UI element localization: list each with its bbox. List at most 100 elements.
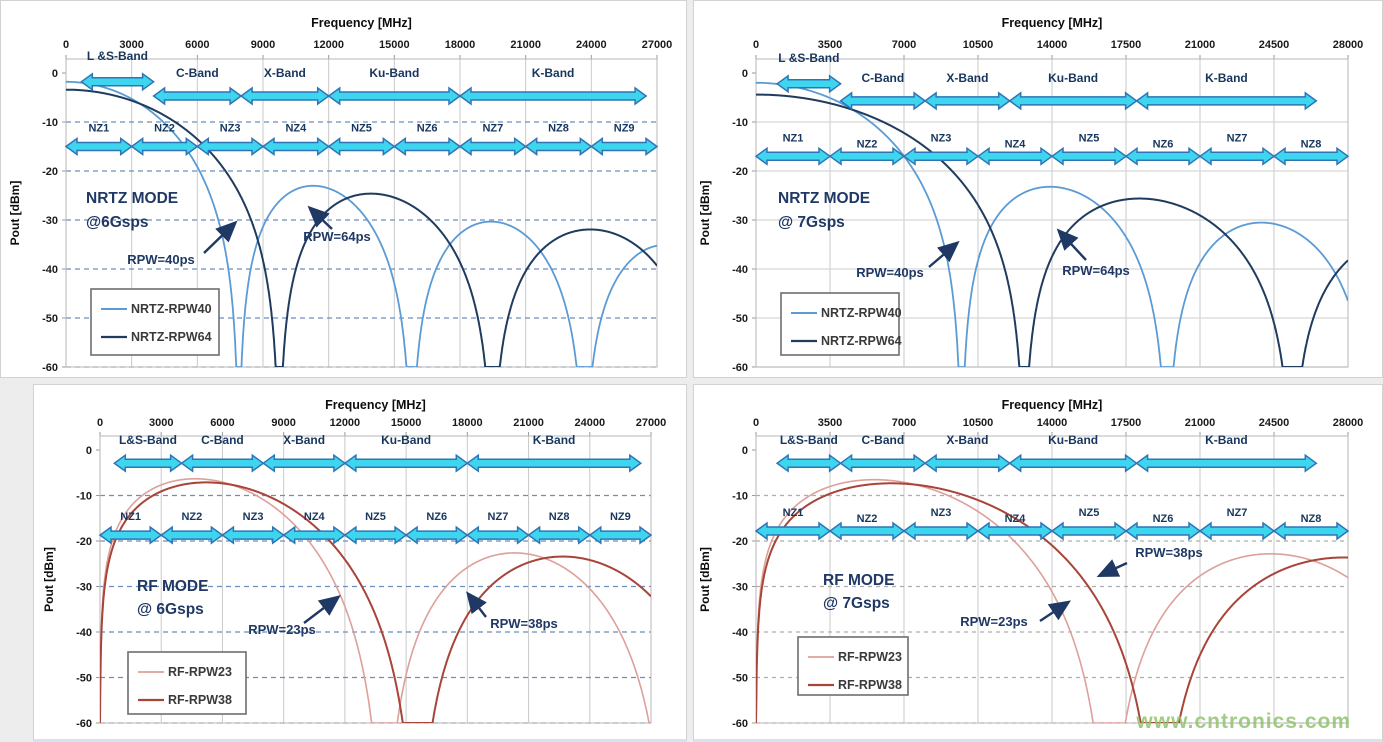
nz-arrow-nz3 (902, 521, 980, 541)
annotation-label: RPW=23ps (960, 614, 1028, 629)
band-label: L&S-Band (780, 433, 838, 447)
nz-label: NZ7 (1227, 507, 1248, 519)
chart-title: Frequency [MHz] (1002, 398, 1103, 412)
annotation-label: RPW=64ps (1062, 263, 1130, 278)
band-label: K-Band (1205, 433, 1248, 447)
nz-arrow-nz1 (754, 521, 832, 541)
x-tick-label: 6000 (185, 39, 209, 51)
chart-rf-7gsps: 0 3500 7000 10500 14000 17500 21000 24500 28000 0… (698, 398, 1364, 730)
y-tick-label: 0 (52, 68, 58, 80)
y-axis-label: Pout [dBm] (42, 547, 56, 612)
x-tick-label: 3000 (149, 417, 173, 429)
nz-arrow-nz1 (64, 137, 133, 156)
band-label: Ku-Band (1048, 433, 1098, 447)
band-label: L&S-Band (119, 433, 177, 447)
nz-label: NZ8 (549, 511, 570, 523)
chart-rf-6gsps: 0 3000 6000 9000 12000 15000 18000 21000 24000 27… (42, 398, 666, 730)
nz-label: NZ4 (1005, 513, 1027, 525)
legend-box (127, 651, 247, 715)
x-tick-label: 10500 (963, 417, 994, 429)
nz-label: NZ4 (1005, 138, 1027, 150)
band-arrow-x-band (239, 86, 330, 106)
nz-arrow-nz6 (1124, 521, 1202, 541)
bottom-row: 0 3000 6000 9000 12000 15000 18000 21000 24000 27… (0, 384, 1383, 742)
nz-label: NZ8 (548, 123, 569, 135)
nz-arrow-nz3 (902, 146, 980, 166)
y-tick-label: -10 (732, 117, 748, 129)
legend-label: NRTZ-RPW40 (821, 306, 902, 320)
nz-arrow-nz7 (1198, 521, 1276, 541)
band-arrow-l-s-band (113, 453, 183, 473)
series-path-nrtz-rpw40 (66, 80, 657, 367)
x-tick-label: 3000 (119, 39, 143, 51)
band-label: K-Band (532, 66, 575, 80)
series-path-rf-rpw38 (100, 481, 651, 723)
band-arrow-c-band (839, 91, 927, 111)
band-label: X-Band (264, 66, 306, 80)
x-tick-label: 12000 (313, 39, 344, 51)
x-tick-label: 28000 (1333, 417, 1364, 429)
chart-nrtz-6gsps: 0 3000 6000 9000 12000 15000 18000 21000 24000 27… (8, 16, 672, 374)
x-tick-label: 0 (97, 417, 103, 429)
x-tick-label: 7000 (892, 39, 916, 51)
y-tick-label: -30 (732, 582, 748, 594)
chart-title: Frequency [MHz] (311, 16, 412, 30)
nz-arrow-nz1 (754, 146, 832, 166)
annotation-arrow (307, 205, 333, 230)
nz-label: NZ6 (1153, 138, 1174, 150)
nz-arrow-nz5 (343, 525, 408, 545)
nz-arrow-nz2 (130, 137, 199, 156)
series-path-nrtz-rpw64 (756, 93, 1348, 367)
x-tick-label: 9000 (271, 417, 295, 429)
y-tick-label: -20 (732, 536, 748, 548)
annotation-label: RPW=38ps (1135, 545, 1203, 560)
nz-label: NZ2 (857, 513, 878, 525)
y-axis-label: Pout [dBm] (698, 547, 712, 612)
band-label: X-Band (946, 433, 988, 447)
y-tick-label: -30 (732, 215, 748, 227)
nz-arrow-nz9 (588, 525, 653, 545)
nz-label: NZ2 (154, 123, 175, 135)
y-tick-label: -60 (732, 718, 748, 730)
legend-label: NRTZ-RPW64 (131, 330, 212, 344)
annotation-arrow (1056, 228, 1087, 261)
annotation-arrow (1096, 559, 1128, 578)
y-tick-label: -10 (732, 491, 748, 503)
annotation-arrow (466, 591, 487, 618)
y-tick-label: -50 (42, 313, 58, 325)
legend-label: RF-RPW38 (168, 693, 232, 707)
mode-label: RF MODE (137, 578, 208, 595)
x-tick-label: 6000 (210, 417, 234, 429)
y-tick-label: -40 (76, 627, 92, 639)
band-arrow-l-s-band (775, 453, 842, 473)
nz-label: NZ1 (120, 511, 141, 523)
nz-label: NZ5 (1079, 507, 1100, 519)
plot-border (755, 435, 1349, 724)
nz-label: NZ3 (931, 132, 952, 144)
band-arrow-ku-band (1008, 91, 1138, 111)
nz-arrow-nz7 (1198, 146, 1276, 166)
chart-panel-rf-7gsps: 0 3500 7000 10500 14000 17500 21000 24500 28000 0… (693, 384, 1383, 742)
band-arrow-x-band (262, 453, 347, 473)
annotation-arrow (1039, 600, 1071, 622)
band-label: C-Band (862, 433, 905, 447)
x-tick-label: 21000 (1185, 39, 1216, 51)
nz-label: NZ9 (610, 511, 631, 523)
band-label: Ku-Band (381, 433, 431, 447)
band-label: L &S-Band (778, 51, 839, 65)
band-arrow-ku-band (1008, 453, 1138, 473)
nz-arrow-nz4 (976, 521, 1054, 541)
nz-arrow-nz8 (1272, 146, 1350, 166)
x-tick-label: 0 (753, 39, 759, 51)
x-tick-label: 21000 (1185, 417, 1216, 429)
y-tick-label: -10 (76, 491, 92, 503)
watermark-text: www.cntronics.com (1136, 710, 1351, 733)
legend-label: NRTZ-RPW64 (821, 334, 902, 348)
x-tick-label: 24000 (576, 39, 607, 51)
band-arrow-x-band (923, 453, 1011, 473)
nz-arrow-nz3 (196, 137, 265, 156)
nz-arrow-nz6 (1124, 146, 1202, 166)
top-row: 0 3000 6000 9000 12000 15000 18000 21000 24000 27… (0, 0, 1383, 378)
mode-label: @ 6Gsps (137, 601, 204, 618)
